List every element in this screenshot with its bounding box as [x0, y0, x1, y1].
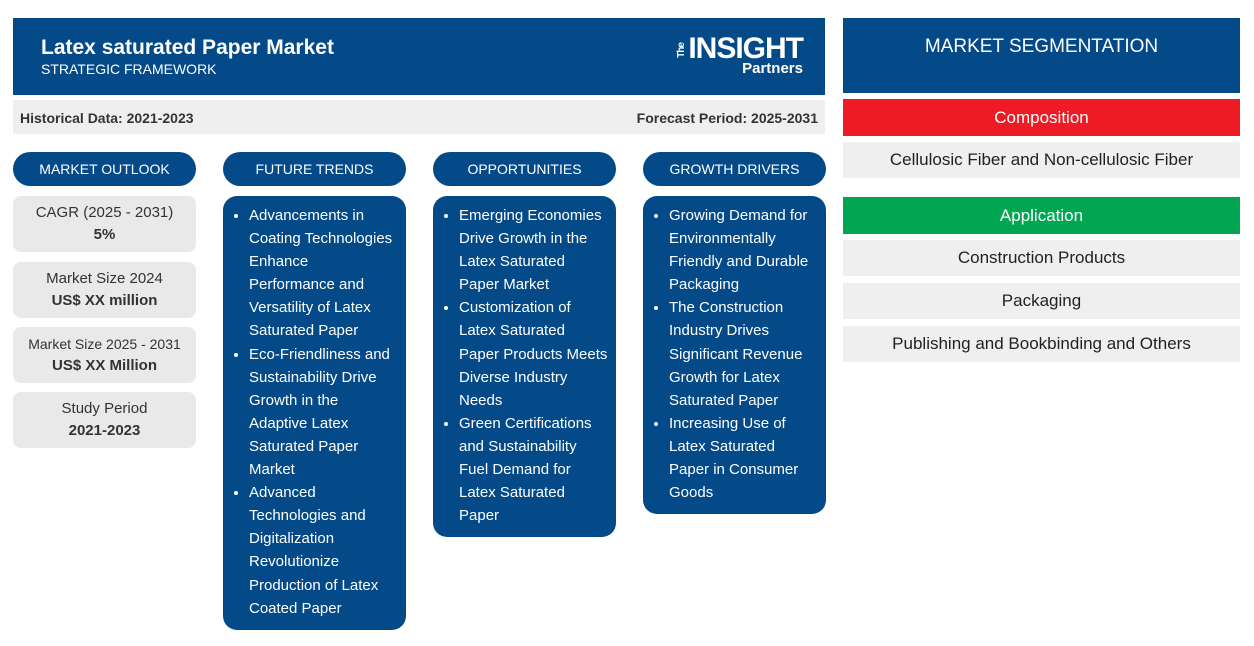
forecast-period: Forecast Period: 2025-2031 — [636, 110, 818, 126]
composition-header: Composition — [843, 99, 1240, 136]
insight-partners-logo: TheINSIGHT Partners — [675, 32, 804, 77]
outlook-card-cagr: CAGR (2025 - 2031) 5% — [13, 196, 196, 252]
outlook-card-study-period: Study Period 2021-2023 — [13, 392, 196, 448]
growth-drivers-list: Growing Demand for Environmentally Frien… — [643, 196, 826, 515]
market-outlook-header: MARKET OUTLOOK — [13, 152, 196, 186]
list-item: Emerging Economies Drive Growth in the L… — [459, 204, 608, 296]
header-banner: Latex saturated Paper Market STRATEGIC F… — [13, 18, 825, 95]
list-item: Eco-Friendliness and Sustainability Driv… — [249, 343, 398, 482]
opportunities-list: Emerging Economies Drive Growth in the L… — [433, 196, 616, 538]
list-item: Increasing Use of Latex Saturated Paper … — [669, 412, 818, 504]
list-item: Green Certifications and Sustainability … — [459, 412, 608, 527]
outlook-card-size-forecast: Market Size 2025 - 2031 US$ XX Million — [13, 327, 196, 383]
future-trends-header: FUTURE TRENDS — [223, 152, 406, 186]
page-title: Latex saturated Paper Market — [41, 36, 334, 59]
application-header: Application — [843, 197, 1240, 234]
list-item: Growing Demand for Environmentally Frien… — [669, 204, 818, 296]
outlook-card-size-2024: Market Size 2024 US$ XX million — [13, 262, 196, 318]
page-subtitle: STRATEGIC FRAMEWORK — [41, 61, 217, 77]
segment-item: Publishing and Bookbinding and Others — [843, 326, 1240, 362]
opportunities-header: OPPORTUNITIES — [433, 152, 616, 186]
segment-item: Packaging — [843, 283, 1240, 319]
future-trends-list: Advancements in Coating Technologies Enh… — [223, 196, 406, 630]
historical-data: Historical Data: 2021-2023 — [20, 110, 194, 126]
list-item: Advanced Technologies and Digitalization… — [249, 481, 398, 620]
segment-item: Construction Products — [843, 240, 1240, 276]
segment-item: Cellulosic Fiber and Non-cellulosic Fibe… — [843, 142, 1240, 178]
list-item: Customization of Latex Saturated Paper P… — [459, 296, 608, 411]
info-bar: Historical Data: 2021-2023 Forecast Peri… — [13, 100, 825, 134]
list-item: The Construction Industry Drives Signifi… — [669, 296, 818, 411]
segmentation-title: MARKET SEGMENTATION — [843, 18, 1240, 93]
growth-drivers-header: GROWTH DRIVERS — [643, 152, 826, 186]
list-item: Advancements in Coating Technologies Enh… — [249, 204, 398, 343]
